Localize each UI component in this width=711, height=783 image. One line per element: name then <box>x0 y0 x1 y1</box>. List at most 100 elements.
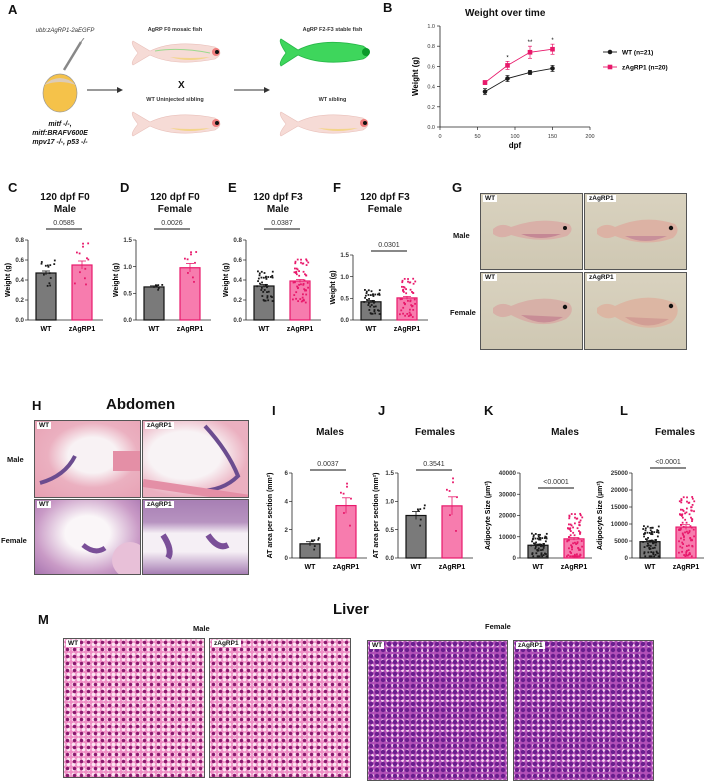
svg-text:*: * <box>506 55 509 61</box>
svg-text:4: 4 <box>285 499 289 506</box>
svg-text:Weight (g): Weight (g) <box>5 263 12 297</box>
svg-text:0.6: 0.6 <box>15 257 24 264</box>
svg-text:WT: WT <box>645 564 657 571</box>
svg-text:0.5: 0.5 <box>340 296 349 303</box>
chart-j-title: Females <box>414 427 456 438</box>
wt-sibling-fish-icon <box>279 111 369 137</box>
svg-text:*: * <box>551 38 554 44</box>
svg-text:0.0387: 0.0387 <box>271 220 293 227</box>
panel-label-g: G <box>452 180 463 195</box>
svg-text:WT (n=21): WT (n=21) <box>622 50 653 57</box>
bar-chart-l: 0 5000 10000 15000 20000 25000 Adipocyte Size … <box>597 459 704 571</box>
panel-label-l: L <box>620 403 628 418</box>
svg-text:Weight (g): Weight (g) <box>330 270 337 304</box>
panel-label-d: D <box>120 180 130 195</box>
arrow-icon <box>234 87 270 93</box>
svg-text:zAgRP1: zAgRP1 <box>394 326 421 333</box>
chart-d-title: 120 dpf F0 Female <box>150 192 200 215</box>
cross-symbol: X <box>178 80 185 91</box>
g-photo-female-agrp: zAgRP1 <box>584 272 687 350</box>
svg-text:0.0: 0.0 <box>427 125 435 131</box>
svg-text:0.0: 0.0 <box>123 317 132 324</box>
weight-over-time-chart: 0 50 100 150 200 0.0 0.2 0.4 0.6 0.8 1.0 dpf Weight … <box>411 24 668 150</box>
panel-label-k: K <box>484 403 494 418</box>
svg-text:WT: WT <box>41 326 53 333</box>
svg-text:0.5: 0.5 <box>385 527 394 534</box>
bar-chart-k: 0 10000 20000 30000 40000 Adipocyte Size (µm²… <box>485 470 592 571</box>
svg-text:zAgRP1: zAgRP1 <box>673 564 700 571</box>
svg-text:10000: 10000 <box>611 521 629 528</box>
svg-text:0: 0 <box>625 555 629 562</box>
svg-text:0.8: 0.8 <box>15 237 24 244</box>
svg-text:200: 200 <box>585 134 594 140</box>
h-row-label-male: Male <box>7 455 24 464</box>
svg-text:20000: 20000 <box>611 487 629 494</box>
svg-text:zAgRP1 (n=20): zAgRP1 (n=20) <box>622 65 668 72</box>
wt-uninjected-fish-icon <box>131 111 221 137</box>
svg-text:Weight (g): Weight (g) <box>411 57 420 96</box>
bar-chart-f: 0.0 0.5 1.0 1.5 Weight (g) WT zAgRP1 0.0301 <box>330 242 428 333</box>
f0-label: AgRP F0 mosaic fish <box>147 27 203 33</box>
h-section-female-wt: WT <box>34 499 141 575</box>
h-section-female-agrp: zAgRP1 <box>142 499 249 575</box>
chart-f-title: 120 dpf F3 Female <box>360 192 410 215</box>
panel-label-i: I <box>272 403 276 418</box>
panel-label-m: M <box>38 612 49 627</box>
svg-text:0.0: 0.0 <box>233 317 242 324</box>
svg-text:zAgRP1: zAgRP1 <box>439 564 466 571</box>
svg-text:40000: 40000 <box>499 470 517 477</box>
svg-text:50: 50 <box>474 134 480 140</box>
h-section-male-agrp: zAgRP1 <box>142 420 249 498</box>
svg-text:1.5: 1.5 <box>123 237 132 244</box>
svg-text:0.0585: 0.0585 <box>53 220 75 227</box>
svg-text:WT: WT <box>149 326 161 333</box>
m-group-label-female: Female <box>485 622 511 631</box>
svg-text:100: 100 <box>510 134 519 140</box>
stable-gfp-fish-icon <box>279 38 370 67</box>
panel-label-c: C <box>8 180 18 195</box>
chart-i-title: Males <box>316 427 344 438</box>
svg-text:1.5: 1.5 <box>385 470 394 477</box>
svg-text:Adipocyte Size (µm²): Adipocyte Size (µm²) <box>597 481 604 550</box>
svg-text:<0.0001: <0.0001 <box>543 479 569 486</box>
g-row-label-male: Male <box>453 231 470 240</box>
panel-label-j: J <box>378 403 386 418</box>
g-photo-female-wt: WT <box>480 272 583 350</box>
svg-text:0.0: 0.0 <box>340 317 349 324</box>
svg-text:0.6: 0.6 <box>233 257 242 264</box>
bar-chart-c: 0.0 0.2 0.4 0.6 0.8 Weight (g) WT zAgRP1 0.0585 <box>5 220 103 333</box>
svg-text:1.0: 1.0 <box>427 24 435 30</box>
svg-text:30000: 30000 <box>499 491 517 498</box>
svg-text:0: 0 <box>285 555 289 562</box>
bar-chart-i: 0 2 4 6 AT area per section (mm²) WT zAgRP1 0.0… <box>267 461 367 571</box>
m-group-label-male: Male <box>193 624 210 633</box>
svg-text:AT area per section (mm²): AT area per section (mm²) <box>373 473 380 559</box>
arrow-icon <box>87 87 123 93</box>
svg-text:**: ** <box>528 40 533 46</box>
m-liver-female-wt: WT <box>367 640 508 781</box>
svg-text:0.2: 0.2 <box>15 297 24 304</box>
svg-text:0: 0 <box>438 134 441 140</box>
h-row-label-female: Female <box>1 536 27 545</box>
panel-label-e: E <box>228 180 237 195</box>
svg-text:20000: 20000 <box>499 513 517 520</box>
svg-text:0.3541: 0.3541 <box>423 461 445 468</box>
svg-text:1.5: 1.5 <box>340 252 349 259</box>
svg-text:WT: WT <box>366 326 378 333</box>
svg-text:0.0026: 0.0026 <box>161 220 183 227</box>
panel-label-b: B <box>383 0 393 15</box>
g-row-label-female: Female <box>450 308 476 317</box>
svg-text:0.2: 0.2 <box>233 297 242 304</box>
m-liver-male-wt: WT <box>63 638 205 778</box>
sibling-label: WT sibling <box>318 97 347 103</box>
svg-text:15000: 15000 <box>611 504 629 511</box>
panel-label-h: H <box>32 398 42 413</box>
g-photo-male-wt: WT <box>480 193 583 270</box>
svg-text:WT: WT <box>411 564 423 571</box>
svg-text:zAgRP1: zAgRP1 <box>69 326 96 333</box>
svg-text:0.0: 0.0 <box>385 555 394 562</box>
svg-text:0: 0 <box>513 555 517 562</box>
svg-text:AT area per section (mm²): AT area per section (mm²) <box>267 473 274 559</box>
chart-k-title: Males <box>551 427 579 438</box>
abdomen-title: Abdomen <box>106 396 176 413</box>
